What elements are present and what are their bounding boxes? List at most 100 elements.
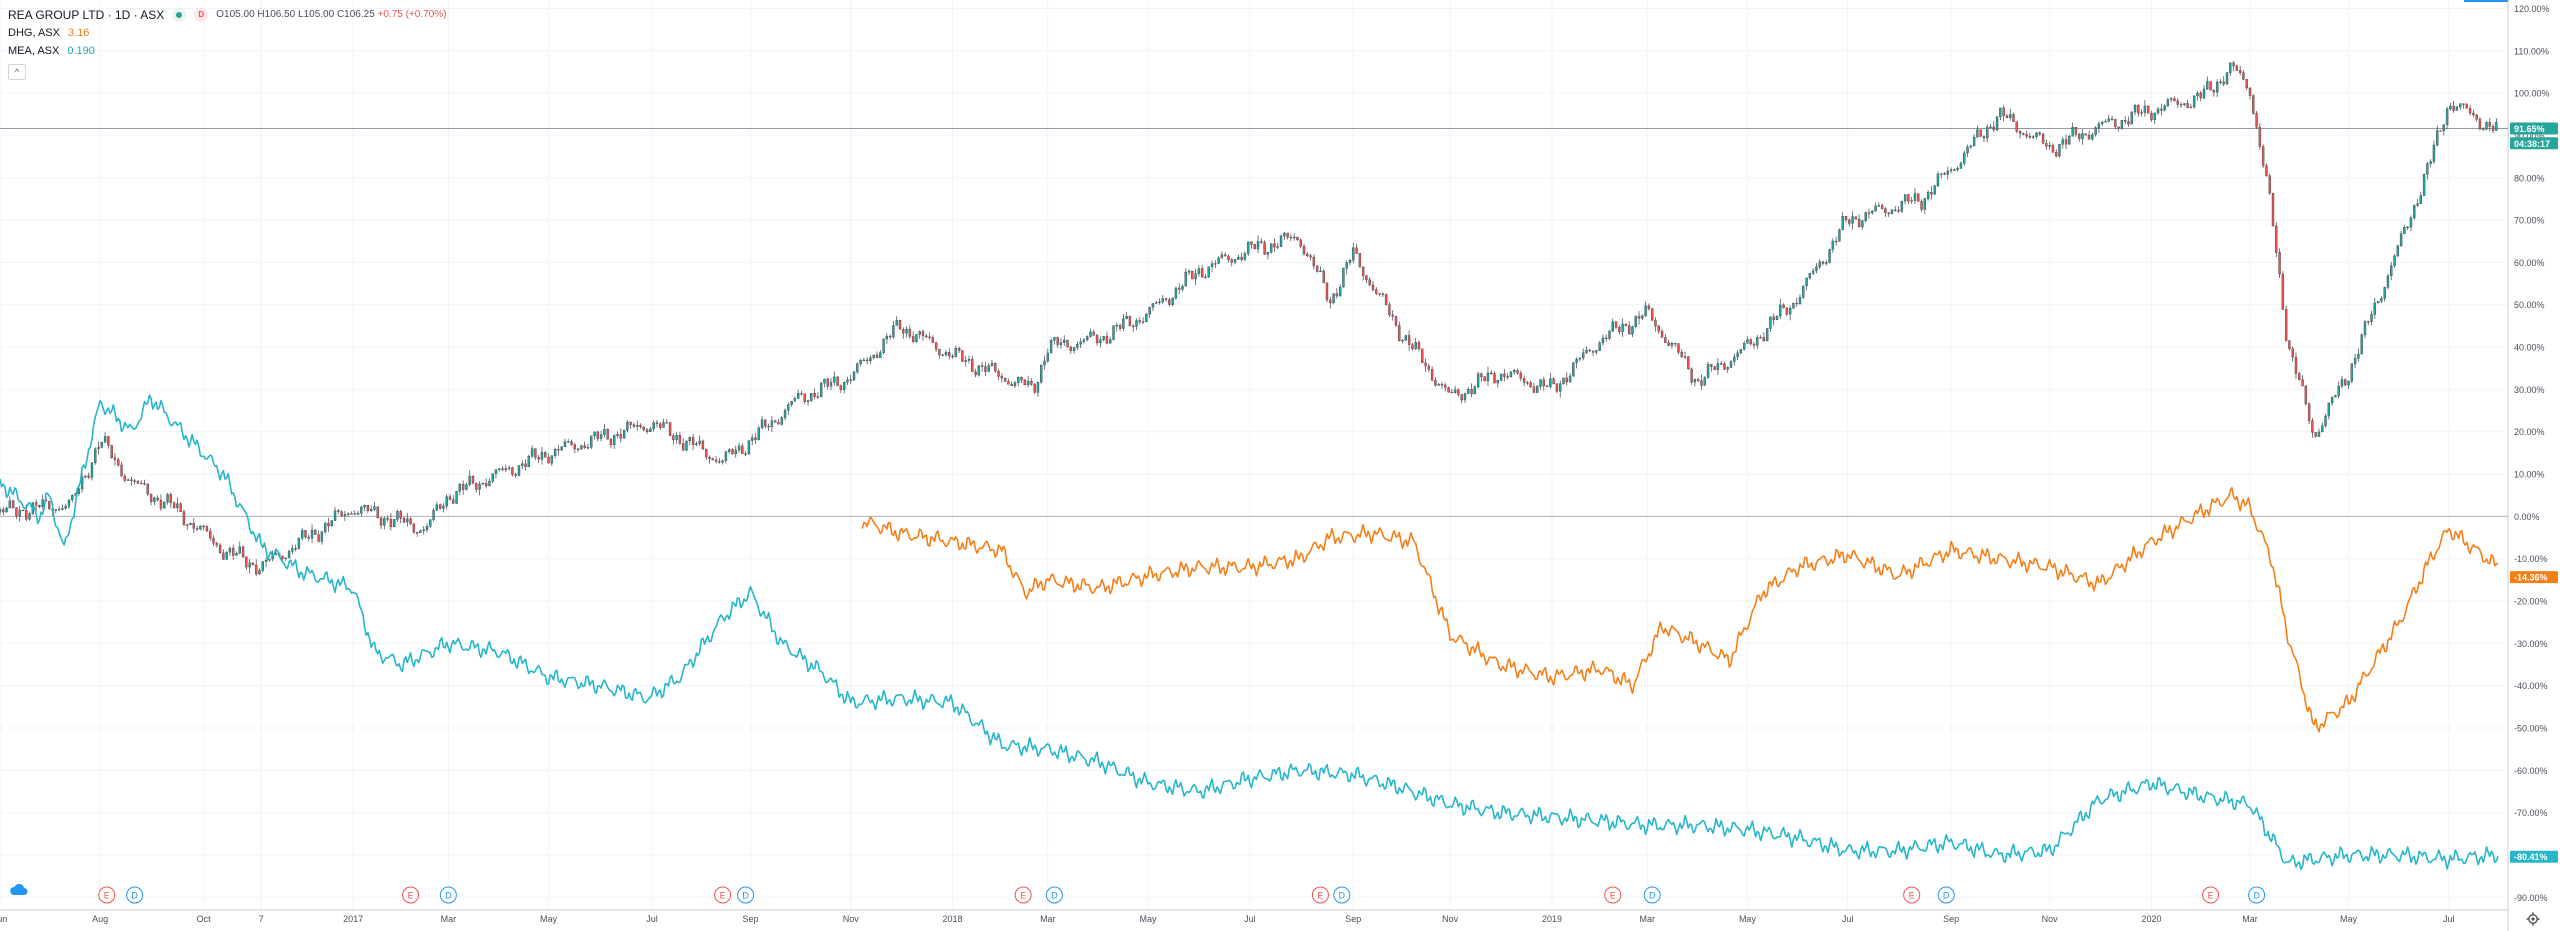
candle: [425, 523, 429, 533]
candle: [856, 362, 859, 374]
candle: [163, 501, 166, 509]
candle: [2396, 244, 2400, 258]
candle: [478, 481, 481, 496]
earnings-marker[interactable]: E: [98, 886, 116, 904]
compare-symbol[interactable]: MEA, ASX: [8, 45, 60, 57]
earnings-marker[interactable]: E: [1311, 886, 1329, 904]
candle: [596, 430, 600, 442]
candle: [2291, 346, 2294, 362]
market-status-icon[interactable]: [172, 8, 187, 22]
candle: [504, 464, 508, 473]
candle: [747, 440, 751, 456]
candle: [2232, 60, 2235, 72]
compare-row-mea[interactable]: MEA, ASX 0.190: [8, 42, 446, 60]
candle: [645, 427, 649, 435]
candle: [2353, 353, 2357, 368]
candle: [1036, 381, 1040, 397]
marker-label: E: [720, 891, 726, 901]
low-value: L105.00: [298, 9, 335, 20]
candle: [1000, 373, 1004, 383]
candle: [320, 531, 324, 545]
candle: [57, 506, 61, 512]
marker-label: E: [1317, 891, 1323, 901]
candle: [1003, 377, 1007, 383]
y-tick-label: 100.00%: [2514, 89, 2550, 99]
x-tick-label: Mar: [1040, 914, 1056, 924]
candle: [806, 399, 810, 406]
candle: [64, 503, 67, 510]
marker-circle: [737, 886, 755, 904]
candle: [636, 420, 639, 431]
marker-circle: [1333, 886, 1351, 904]
candle: [87, 472, 90, 479]
main-series-row[interactable]: REA GROUP LTD · 1D · ASX D O105.00 H106.…: [8, 6, 446, 24]
time-axis[interactable]: Jun Aug Oct 7 2017 Mar May Jul Sep Nov 2018 Mar May J…: [0, 914, 2454, 924]
x-tick-label: Nov: [2042, 914, 2059, 924]
candle: [488, 478, 491, 487]
price-axis[interactable]: 120.00% 110.00% 100.00% 90.00% 80.00% 70.00% 6…: [2464, 0, 2550, 903]
candle: [2015, 121, 2018, 134]
candle: [718, 458, 721, 464]
candle: [235, 551, 238, 556]
x-tick-label: May: [1739, 914, 1757, 924]
dividend-marker[interactable]: D: [439, 886, 457, 904]
earnings-marker[interactable]: E: [2202, 886, 2220, 904]
earnings-marker[interactable]: E: [714, 886, 732, 904]
candle: [189, 522, 192, 525]
dividend-marker[interactable]: D: [126, 886, 144, 904]
candle: [2196, 91, 2199, 101]
earnings-marker[interactable]: E: [1014, 886, 1032, 904]
candle: [2074, 126, 2078, 137]
dividend-marker[interactable]: D: [1937, 886, 1955, 904]
candle: [2373, 297, 2377, 319]
dividend-badge[interactable]: D: [194, 8, 209, 22]
candle: [2268, 173, 2271, 195]
marker-circle: [126, 886, 144, 904]
dividend-marker[interactable]: D: [1333, 886, 1351, 904]
candle: [123, 473, 127, 483]
candle: [537, 454, 540, 464]
candle: [2209, 81, 2212, 91]
candle: [255, 559, 258, 577]
dividend-marker[interactable]: D: [737, 886, 755, 904]
candle: [1706, 361, 1710, 379]
candle: [166, 492, 169, 505]
candle: [659, 422, 662, 430]
dividend-marker[interactable]: D: [1045, 886, 1063, 904]
candle: [1099, 336, 1102, 348]
earnings-marker[interactable]: E: [402, 886, 420, 904]
candle: [1775, 315, 1779, 321]
symbol-title[interactable]: REA GROUP LTD · 1D · ASX: [8, 8, 165, 22]
candle: [1486, 366, 1490, 386]
candle: [2488, 118, 2491, 132]
gear-icon[interactable]: [2526, 912, 2540, 926]
compare-row-dhg[interactable]: DHG, ASX 3.16: [8, 24, 446, 42]
candle: [268, 558, 271, 562]
candle: [2399, 230, 2403, 247]
compare-symbol[interactable]: DHG, ASX: [8, 27, 60, 39]
candle: [662, 418, 665, 428]
candle: [1322, 268, 1325, 284]
candle: [2120, 120, 2124, 130]
candle: [241, 545, 245, 559]
candle: [1358, 253, 1362, 268]
candle: [783, 408, 787, 421]
candle: [977, 365, 981, 377]
candle: [2183, 103, 2186, 107]
collapse-legend-button[interactable]: ^: [8, 64, 26, 80]
earnings-marker[interactable]: E: [1604, 886, 1622, 904]
candle: [2199, 90, 2202, 102]
candle: [2169, 96, 2173, 103]
candle: [2064, 134, 2068, 150]
candle: [1499, 373, 1503, 382]
candle: [833, 371, 836, 386]
candle: [1033, 383, 1036, 394]
dividend-marker[interactable]: D: [1643, 886, 1661, 904]
candle: [2304, 384, 2308, 406]
earnings-marker[interactable]: E: [1903, 886, 1921, 904]
candle: [409, 516, 412, 525]
candle: [1148, 306, 1151, 318]
cloud-icon[interactable]: [9, 883, 29, 897]
dividend-marker[interactable]: D: [2248, 886, 2266, 904]
